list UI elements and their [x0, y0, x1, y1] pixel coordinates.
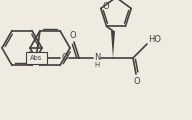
Text: O: O	[103, 2, 109, 11]
Text: Abs: Abs	[30, 55, 42, 61]
Text: O: O	[70, 30, 76, 39]
Text: HO: HO	[148, 35, 161, 44]
Text: O: O	[62, 54, 68, 63]
Text: H: H	[94, 62, 100, 68]
Polygon shape	[111, 31, 115, 58]
FancyBboxPatch shape	[26, 52, 46, 64]
Text: O: O	[134, 77, 140, 85]
Text: N: N	[94, 54, 100, 63]
